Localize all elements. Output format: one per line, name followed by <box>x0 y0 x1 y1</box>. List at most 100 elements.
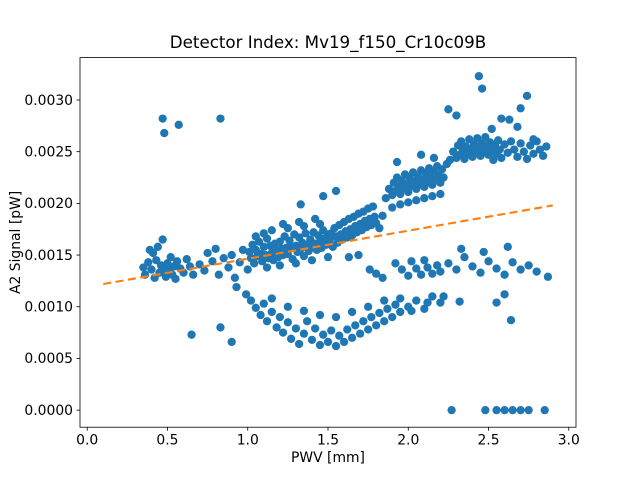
scatter-point <box>381 194 390 203</box>
scatter-point <box>238 245 248 255</box>
scatter-point <box>412 196 421 205</box>
scatter-point <box>396 189 405 199</box>
scatter-point <box>214 270 223 279</box>
scatter-point <box>506 137 516 146</box>
scatter-point <box>158 235 167 244</box>
scatter-point <box>267 307 276 317</box>
trend-line <box>103 204 553 286</box>
scatter-point <box>529 149 538 158</box>
scatter-point <box>299 306 309 316</box>
scatter-point <box>307 335 317 344</box>
scatter-point <box>319 330 328 339</box>
scatter-point <box>383 304 392 313</box>
scatter-point <box>232 282 241 292</box>
scatter-point <box>259 299 268 308</box>
scatter-point <box>365 265 374 274</box>
scatter-point <box>262 263 272 272</box>
scatter-point <box>384 184 394 194</box>
y-tick-label: 0.0010 <box>24 300 73 316</box>
scatter-point <box>404 187 413 197</box>
x-tick-label: 2.0 <box>397 433 419 449</box>
y-tick-label: 0.0000 <box>24 403 73 419</box>
scatter-point <box>492 405 501 415</box>
scatter-point <box>542 142 551 151</box>
scatter-point <box>444 105 453 114</box>
scatter-point <box>372 321 381 330</box>
scatter-point <box>259 242 268 251</box>
scatter-point <box>251 303 260 312</box>
scatter-point <box>267 226 276 235</box>
plot-title: Detector Index: Mv19_f150_Cr10c09B <box>170 32 486 53</box>
scatter-point <box>172 257 182 266</box>
scatter-point <box>278 328 288 337</box>
scatter-point <box>331 186 341 196</box>
x-tick-label: 2.5 <box>477 433 499 449</box>
scatter-point <box>163 259 172 268</box>
scatter-point <box>455 297 464 306</box>
scatter-point <box>452 111 461 120</box>
scatter-point <box>189 270 198 279</box>
scatter-point <box>367 312 376 322</box>
scatter-point <box>158 114 167 123</box>
scatter-point <box>407 257 416 266</box>
scatter-point <box>378 211 387 220</box>
scatter-point <box>476 268 485 277</box>
scatter-point <box>429 153 439 163</box>
scatter-point <box>147 265 156 274</box>
scatter-point <box>161 272 171 281</box>
y-tick-label: 0.0025 <box>24 144 73 160</box>
scatter-point <box>433 261 442 270</box>
scatter-point <box>388 203 397 212</box>
scatter-point <box>283 318 293 327</box>
scatter-point <box>392 157 402 167</box>
scatter-point <box>397 265 406 274</box>
scatter-point <box>477 84 487 93</box>
scatter-point <box>396 200 405 209</box>
scatter-point <box>311 324 320 333</box>
scatter-point <box>396 307 405 317</box>
scatter-point <box>275 261 284 270</box>
scatter-point <box>272 323 281 332</box>
x-tick-label: 0.0 <box>76 433 98 449</box>
scatter-point <box>278 219 288 229</box>
scatter-point <box>344 252 354 262</box>
scatter-point <box>516 139 525 148</box>
scatter-point <box>487 124 496 134</box>
scatter-point <box>375 308 384 318</box>
scatter-point <box>331 312 341 322</box>
scatter-point <box>423 263 432 272</box>
x-tick-label: 1.0 <box>237 433 259 449</box>
scatter-point <box>363 325 373 334</box>
scatter-point <box>489 155 498 165</box>
scatter-point <box>267 294 276 303</box>
scatter-point <box>474 72 484 81</box>
scatter-point <box>522 154 532 164</box>
scatter-point <box>460 252 469 262</box>
scatter-point <box>500 140 509 149</box>
scatter-point <box>286 334 296 343</box>
scatter-point <box>160 128 169 138</box>
scatter-point <box>166 252 175 262</box>
scatter-point <box>529 135 538 144</box>
scatter-point <box>516 104 525 113</box>
scatter-point <box>347 307 357 317</box>
scatter-point <box>516 265 525 274</box>
scatter-point <box>540 405 549 415</box>
scatter-point <box>250 259 259 268</box>
x-axis-label: PWV [mm] <box>291 450 365 466</box>
scatter-point <box>506 316 516 325</box>
scatter-point <box>325 236 334 245</box>
scatter-point <box>519 147 528 156</box>
scatter-point <box>219 254 228 263</box>
scatter-point <box>497 114 506 123</box>
scatter-point <box>513 152 522 161</box>
scatter-point <box>211 244 220 254</box>
scatter-point <box>412 296 421 305</box>
scatter-point <box>275 312 284 322</box>
scatter-point <box>391 259 400 268</box>
scatter-point <box>481 405 490 415</box>
x-tick-label: 1.5 <box>317 433 339 449</box>
scatter-point <box>516 405 525 415</box>
scatter-point <box>439 292 448 301</box>
scatter-points <box>139 72 553 415</box>
